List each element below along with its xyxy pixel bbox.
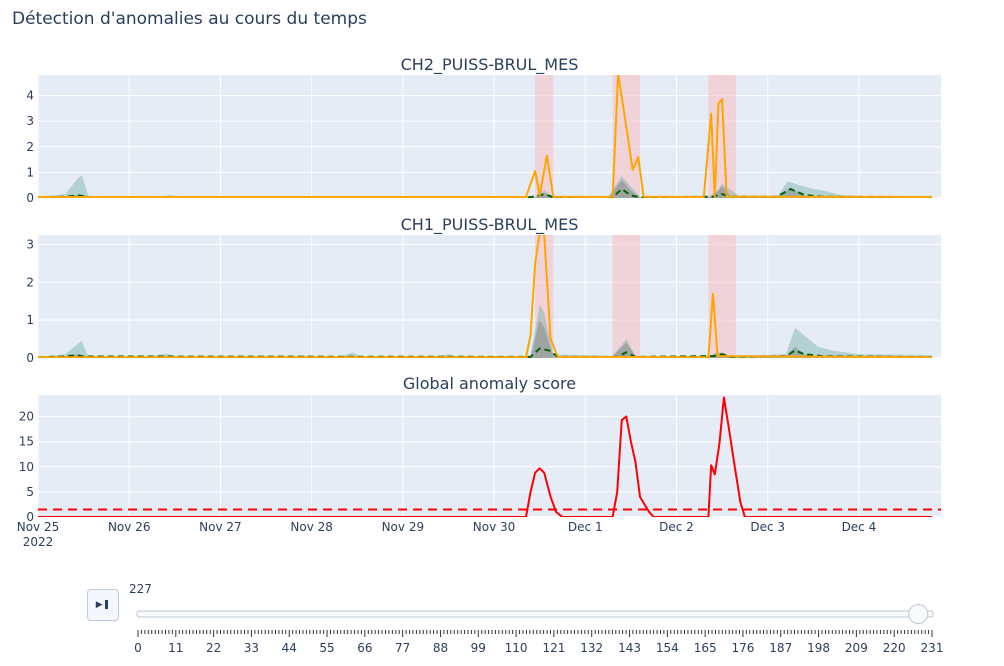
y-tick-label: 0 <box>26 510 34 524</box>
y-tick-label: 3 <box>26 114 34 128</box>
y-tick-label: 10 <box>19 460 34 474</box>
play-pause-icon: ▶❚ <box>95 600 111 610</box>
subplot-title: CH2_PUISS-BRUL_MES <box>401 55 579 75</box>
panel-1: 0 1 2 3 4 CH2_PUISS-BRUL_MES <box>26 55 941 205</box>
confidence-band-outer <box>38 305 932 358</box>
slider-tick-label: 176 <box>731 641 754 655</box>
y-tick-label: 1 <box>26 313 34 327</box>
x-tick-label: Nov 27 <box>199 520 242 534</box>
anomaly-score-line <box>38 396 932 517</box>
y-tick-label: 5 <box>26 485 34 499</box>
slider-tick-label: 143 <box>618 641 641 655</box>
slider-tick-label: 88 <box>433 641 448 655</box>
x-tick-label: Dec 1 <box>568 520 603 534</box>
slider-tick-label: 77 <box>395 641 410 655</box>
y-tick-label: 15 <box>19 435 34 449</box>
y-tick-label: 2 <box>26 275 34 289</box>
play-pause-button[interactable]: ▶❚ <box>87 589 119 621</box>
frame-slider[interactable]: 227 0 11 22 33 44 55 66 77 88 99 110 121 132 143 154 165… <box>129 582 943 655</box>
y-tick-label: 1 <box>26 165 34 179</box>
slider-tick-label: 154 <box>656 641 679 655</box>
slider-current-value: 227 <box>129 582 152 596</box>
slider-tick-label: 33 <box>244 641 259 655</box>
anomaly-zone <box>612 235 640 358</box>
slider-tick-label: 0 <box>134 641 142 655</box>
slider-rail[interactable] <box>136 610 934 618</box>
signal-line <box>38 75 932 198</box>
plot-area <box>38 395 941 517</box>
slider-tick-label: 165 <box>694 641 717 655</box>
slider-handle[interactable] <box>908 604 929 624</box>
slider-tick-label: 132 <box>580 641 603 655</box>
x-tick-label: Nov 30 <box>473 520 516 534</box>
x-tick-label: Dec 3 <box>750 520 785 534</box>
anomaly-zone <box>535 235 554 358</box>
subplot-title: Global anomaly score <box>403 374 576 393</box>
confidence-band-outer <box>38 174 932 198</box>
y-tick-label: 3 <box>26 237 34 251</box>
plot-area <box>38 75 941 198</box>
x-tick-label: Dec 4 <box>842 520 877 534</box>
slider-tick-label: 44 <box>282 641 297 655</box>
panel-2: 0 1 2 3 CH1_PUISS-BRUL_MES <box>26 215 941 365</box>
figure-title: Détection d'anomalies au cours du temps <box>12 9 367 29</box>
y-tick-label: 0 <box>26 351 34 365</box>
subplot-title: CH1_PUISS-BRUL_MES <box>401 215 579 235</box>
slider-tick-label: 99 <box>471 641 486 655</box>
y-tick-label: 0 <box>26 191 34 205</box>
plot-area <box>38 235 941 358</box>
plot-marks <box>38 235 932 358</box>
slider-tick-label: 220 <box>883 641 906 655</box>
slider-tick-label: 198 <box>807 641 830 655</box>
slider-tick-label: 231 <box>921 641 944 655</box>
slider-tick-label: 11 <box>168 641 183 655</box>
x-tick-label: Nov 26 <box>108 520 151 534</box>
y-tick-label: 20 <box>19 410 34 424</box>
slider-tick-label: 110 <box>505 641 528 655</box>
plot-marks <box>38 396 941 517</box>
slider-tick-label: 187 <box>769 641 792 655</box>
x-tick-label: Dec 2 <box>659 520 694 534</box>
x-tick-label: Nov 25 <box>17 520 60 534</box>
plot-marks <box>38 75 932 198</box>
slider-tick-label: 209 <box>845 641 868 655</box>
x-tick-label: Nov 29 <box>382 520 425 534</box>
y-tick-label: 2 <box>26 140 34 154</box>
x-tick-year-label: 2022 <box>23 535 54 549</box>
slider-tick-label: 22 <box>206 641 221 655</box>
slider-tick-label: 55 <box>319 641 334 655</box>
slider-tick-label: 121 <box>542 641 565 655</box>
signal-line <box>38 235 932 358</box>
y-tick-label: 4 <box>26 89 34 103</box>
slider-tick-label: 66 <box>357 641 372 655</box>
x-tick-label: Nov 28 <box>290 520 333 534</box>
